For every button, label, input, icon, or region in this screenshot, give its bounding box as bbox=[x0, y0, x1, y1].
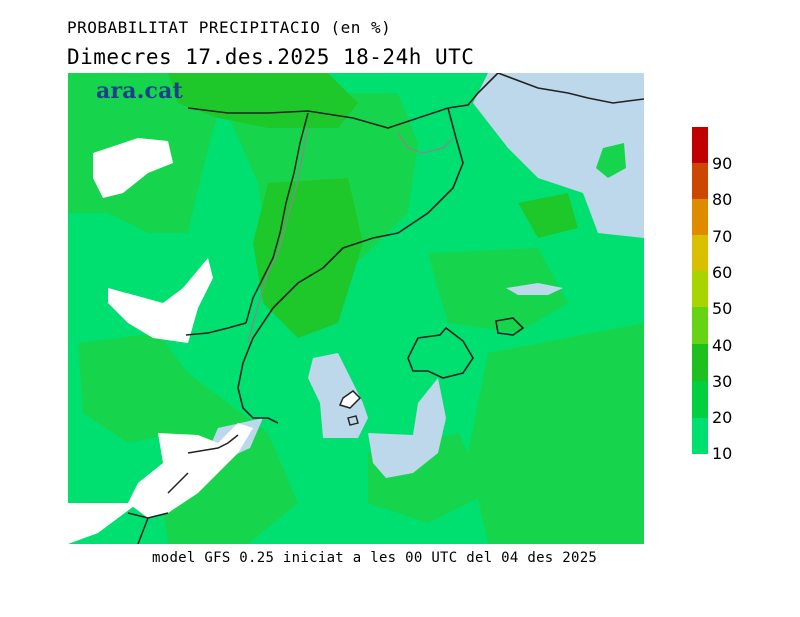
map-pyrenees-border bbox=[187, 73, 499, 129]
map-aragon-border bbox=[245, 112, 309, 324]
map-catalan-coast bbox=[237, 107, 464, 424]
legend-tick-label: 90 bbox=[712, 154, 733, 173]
legend-colorbar bbox=[692, 127, 708, 454]
map-andorra-border bbox=[397, 132, 454, 154]
legend-swatch bbox=[692, 381, 708, 418]
map-menorca bbox=[495, 317, 525, 336]
map-region-east-dark bbox=[518, 193, 578, 238]
precipitation-map bbox=[68, 73, 644, 544]
map-province-border bbox=[247, 127, 309, 344]
map-region-southeast-mid bbox=[468, 323, 644, 544]
legend-tick-label: 80 bbox=[712, 190, 733, 209]
legend-swatch bbox=[692, 235, 708, 271]
legend-swatch bbox=[692, 199, 708, 235]
legend-tick-label: 20 bbox=[712, 408, 733, 427]
legend-tick-label: 30 bbox=[712, 372, 733, 391]
legend-tick-label: 70 bbox=[712, 227, 733, 246]
map-valencia-border bbox=[185, 322, 247, 336]
map-region-pyrenees-dark bbox=[168, 73, 358, 128]
map-region-northeast-spot bbox=[596, 143, 626, 178]
map-blank-southwest bbox=[68, 503, 138, 544]
map-low-prob-northeast bbox=[473, 73, 644, 238]
legend-tick-label: 10 bbox=[712, 444, 733, 463]
map-blank-west-top bbox=[93, 138, 173, 198]
legend-swatch bbox=[692, 127, 708, 163]
map-low-prob-east-strip bbox=[506, 283, 563, 295]
map-france-coast bbox=[497, 73, 644, 104]
map-formentera bbox=[347, 415, 359, 426]
map-ibiza bbox=[338, 390, 362, 409]
legend-tick-label: 60 bbox=[712, 263, 733, 282]
map-mallorca bbox=[407, 326, 474, 379]
map-blank-west-mid bbox=[108, 258, 213, 343]
map-southern-coast bbox=[127, 434, 239, 544]
map-canvas bbox=[68, 73, 644, 544]
map-region-catalonia-dark bbox=[253, 178, 363, 338]
map-region-southwest-mid bbox=[78, 333, 188, 443]
chart-title: PROBABILITAT PRECIPITACIO (en %) bbox=[67, 18, 392, 37]
chart-subtitle: Dimecres 17.des.2025 18-24h UTC bbox=[67, 45, 475, 69]
legend-swatch bbox=[692, 418, 708, 454]
legend-tick-label: 50 bbox=[712, 299, 733, 318]
legend-swatch bbox=[692, 307, 708, 344]
map-region-east-mid bbox=[428, 248, 568, 333]
legend-tick-label: 40 bbox=[712, 336, 733, 355]
legend-swatch bbox=[692, 271, 708, 307]
model-info-footer: model GFS 0.25 iniciat a les 00 UTC del … bbox=[152, 550, 598, 566]
legend-swatch bbox=[692, 163, 708, 199]
legend-swatch bbox=[692, 344, 708, 381]
ara-cat-logo[interactable]: ara.cat bbox=[96, 78, 183, 104]
map-low-prob-mallorca-south bbox=[368, 378, 446, 478]
